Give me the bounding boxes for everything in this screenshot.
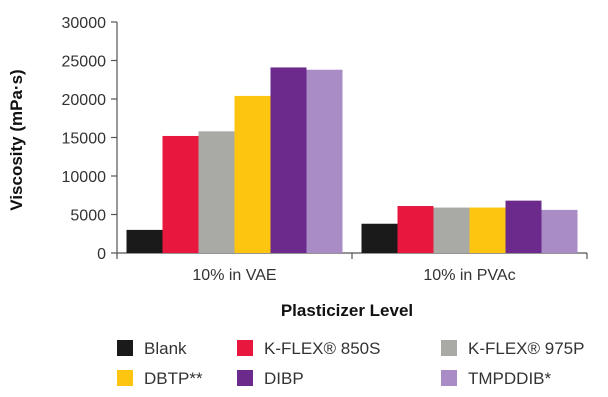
chart-bars: [126, 67, 578, 254]
chart-legend: Blank K-FLEX® 850S K-FLEX® 975P DBTP** DIBP T…: [117, 339, 584, 388]
legend-label-dibp: DIBP: [264, 369, 304, 388]
x-axis-title: Plasticizer Level: [281, 301, 413, 320]
y-tick-label: 5000: [70, 208, 106, 225]
bar-dbtp-10-in-vae: [234, 95, 271, 253]
y-tick-label: 0: [97, 246, 106, 263]
x-tick-label: 10% in PVAc: [423, 267, 515, 284]
y-tick-label: 20000: [62, 92, 107, 109]
legend-swatch-tmpddib: [441, 370, 457, 386]
legend-label-k-flex-975p: K-FLEX® 975P: [468, 339, 584, 358]
bar-k-flex-850s-10-in-vae: [162, 135, 199, 253]
y-tick-label: 25000: [62, 54, 107, 71]
legend-label-tmpddib: TMPDDIB*: [468, 369, 552, 388]
legend-label-blank: Blank: [144, 339, 187, 358]
bar-k-flex-850s-10-in-pvac: [397, 206, 434, 253]
y-tick-label: 15000: [62, 131, 107, 148]
legend-swatch-k-flex-975p: [441, 340, 457, 356]
bar-k-flex-975p-10-in-vae: [198, 131, 235, 253]
y-tick-label: 30000: [62, 15, 107, 32]
bar-tmpddib-10-in-vae: [306, 69, 343, 254]
bar-k-flex-975p-10-in-pvac: [433, 207, 470, 253]
legend-swatch-dbtp: [117, 370, 133, 386]
bar-blank-10-in-vae: [126, 229, 163, 253]
legend-swatch-blank: [117, 340, 133, 356]
x-tick-label: 10% in VAE: [192, 267, 276, 284]
legend-label-dbtp: DBTP**: [144, 369, 203, 388]
y-axis-title: Viscosity (mPa·s): [7, 69, 26, 210]
bar-tmpddib-10-in-pvac: [541, 209, 578, 253]
bar-dibp-10-in-pvac: [505, 200, 542, 253]
y-tick-label: 10000: [62, 169, 107, 186]
chart-labels: 0 5000 10000 15000 20000 25000 30000 10% in VAE…: [7, 15, 516, 320]
bar-dbtp-10-in-pvac: [469, 207, 506, 253]
bar-blank-10-in-pvac: [361, 223, 398, 253]
legend-label-k-flex-850s: K-FLEX® 850S: [264, 339, 380, 358]
legend-swatch-k-flex-850s: [237, 340, 253, 356]
bar-dibp-10-in-vae: [270, 67, 307, 254]
legend-swatch-dibp: [237, 370, 253, 386]
